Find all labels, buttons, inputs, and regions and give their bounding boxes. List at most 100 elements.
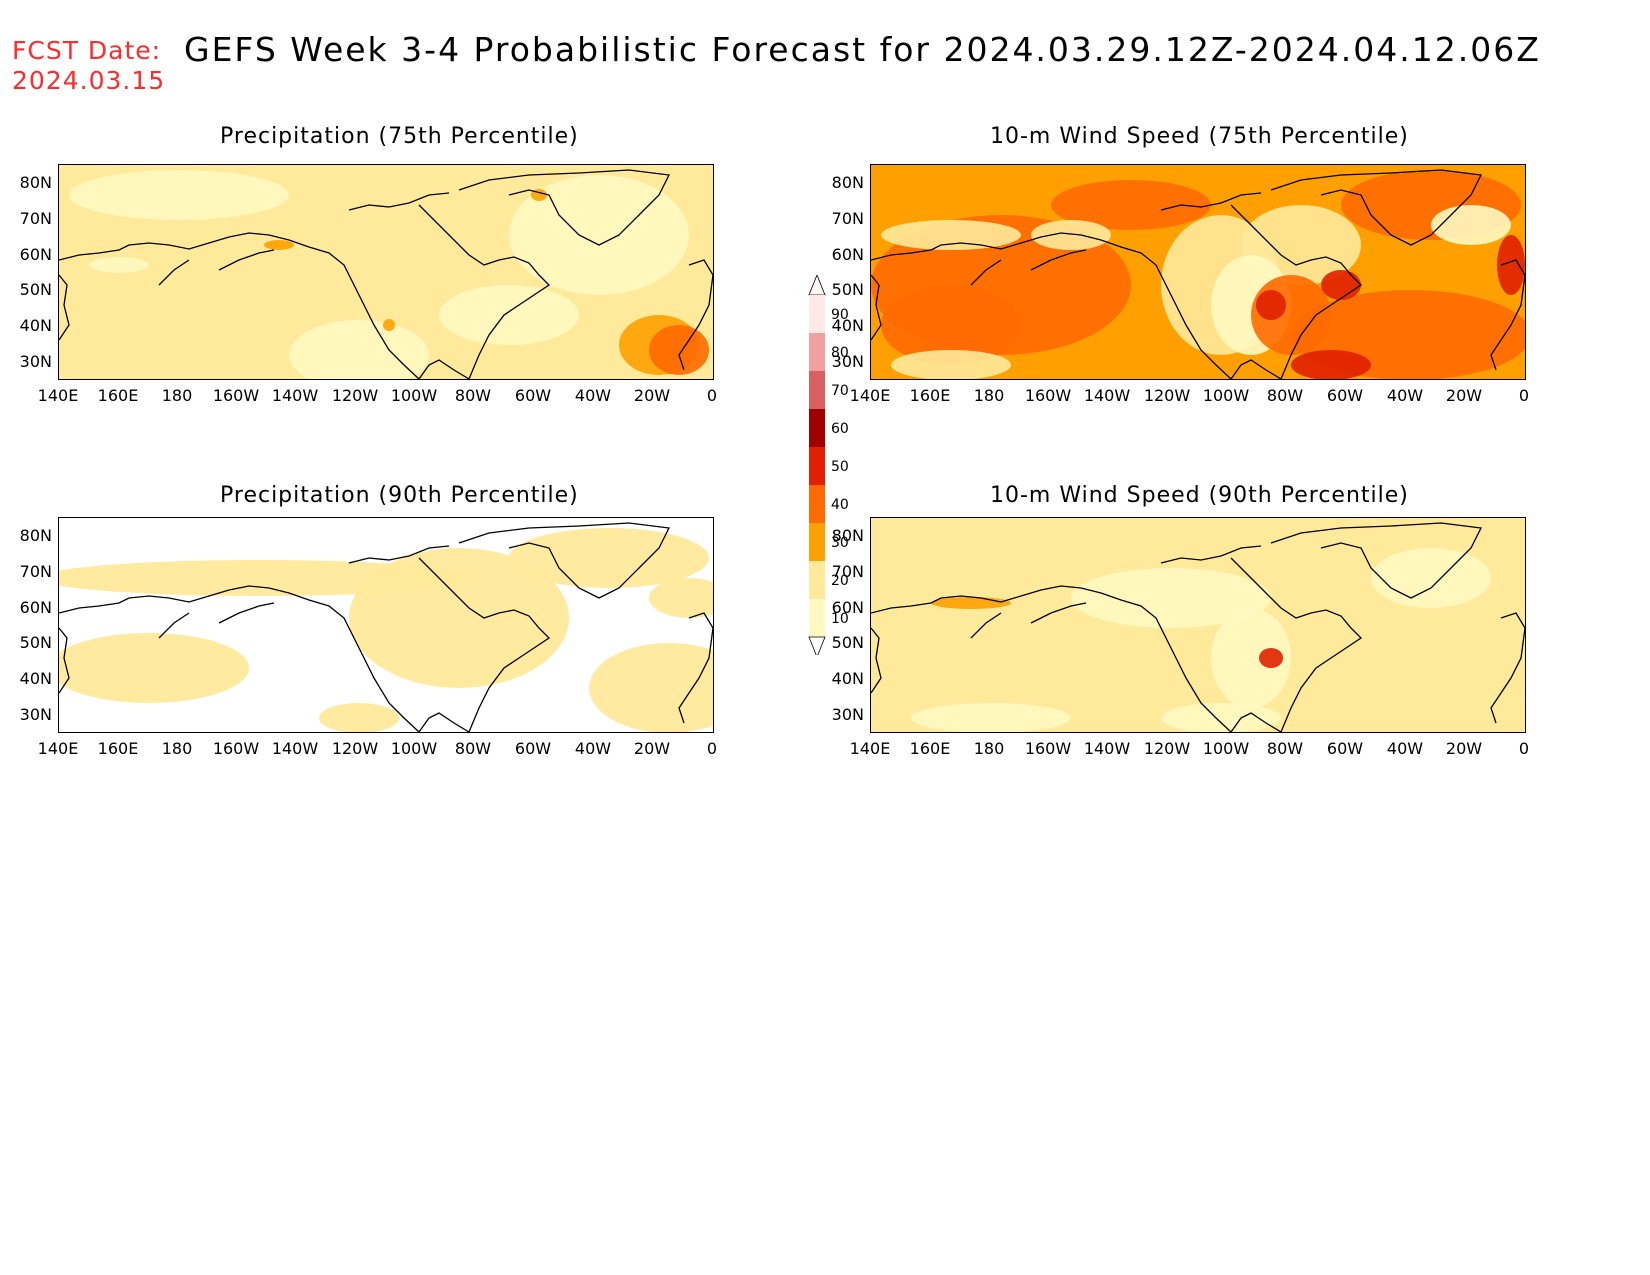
lon-tick-label: 20W: [633, 739, 671, 758]
lon-tick-label: 20W: [633, 386, 671, 405]
lat-tick-label: 30N: [831, 705, 864, 724]
panel-title: Precipitation (90th Percentile): [220, 483, 579, 508]
probability-contour: [69, 170, 289, 220]
colorbar-label: 10: [831, 611, 849, 627]
probability-contour: [349, 548, 569, 688]
lon-tick-label: 0: [1518, 739, 1530, 758]
probability-contour: [1161, 703, 1281, 732]
lon-tick-label: 140W: [1083, 386, 1131, 405]
map-wind-75: [870, 164, 1526, 380]
lon-tick-label: 80W: [454, 739, 492, 758]
coastline: [59, 232, 420, 379]
lat-tick-label: 40N: [19, 669, 52, 689]
coastline: [678, 612, 713, 724]
colorbar-swatch: [809, 523, 825, 561]
lon-tick-label: 20W: [1445, 739, 1483, 758]
coastline: [970, 612, 1002, 639]
probability-contour: [1071, 568, 1271, 628]
lon-tick-label: 120W: [331, 739, 379, 758]
colorbar-swatch: [809, 599, 825, 637]
coastline: [1270, 522, 1482, 599]
colorbar-legend: 90 80 70 60 50 40 30 20 10: [805, 273, 865, 659]
lon-tick-label: 60W: [1326, 739, 1364, 758]
lon-tick-label: 20W: [1445, 386, 1483, 405]
lon-tick-label: 100W: [390, 386, 438, 405]
lat-tick-label: 60N: [831, 244, 864, 264]
lat-tick-label: 70N: [19, 561, 52, 581]
coastline: [1270, 169, 1482, 246]
lon-tick-label: 60W: [514, 739, 552, 758]
lon-tick-label: 120W: [1143, 739, 1191, 758]
probability-contour: [1031, 220, 1111, 250]
lon-tick-label: 40W: [1386, 386, 1424, 405]
coastline: [871, 627, 882, 694]
colorbar-swatch: [809, 371, 825, 409]
colorbar-label: 90: [831, 307, 849, 323]
colorbar-swatch: [809, 485, 825, 523]
lat-tick-label: 70N: [831, 208, 864, 228]
probability-contour: [881, 285, 1021, 365]
lon-tick-label: 120W: [1143, 386, 1191, 405]
map-wind-90: [870, 517, 1526, 733]
colorbar-swatch: [809, 561, 825, 599]
probability-contour: [1051, 180, 1211, 230]
coastline: [158, 612, 190, 639]
coastline: [59, 627, 70, 694]
probability-contour: [1371, 548, 1491, 608]
probability-contour: [881, 220, 1021, 250]
coastline: [1490, 612, 1525, 724]
coastline: [1230, 557, 1363, 732]
lon-tick-label: 0: [1518, 386, 1530, 405]
map-precip-90: [58, 517, 714, 733]
colorbar-label: 70: [831, 383, 849, 399]
lat-tick-label: 50N: [831, 280, 864, 300]
map-canvas: [871, 165, 1525, 379]
colorbar-label: 30: [831, 535, 849, 551]
colorbar-swatch: [809, 295, 825, 333]
lon-tick-label: 160E: [97, 386, 139, 405]
coastline: [348, 545, 450, 564]
colorbar-swatch: [809, 409, 825, 447]
lat-tick-label: 60N: [19, 244, 52, 264]
coastline: [1030, 602, 1087, 624]
colorbar-label: 40: [831, 497, 849, 513]
lon-tick-label: 140E: [849, 386, 891, 405]
coastline: [418, 204, 551, 379]
lon-tick-label: 40W: [1386, 739, 1424, 758]
lon-tick-label: 100W: [1202, 739, 1250, 758]
lon-tick-label: 180: [161, 739, 193, 758]
lat-tick-label: 40N: [831, 669, 864, 689]
coastline: [348, 192, 450, 211]
coastline: [871, 232, 1232, 379]
forecast-date-block: FCST Date: 2024.03.15: [12, 36, 165, 96]
lat-tick-label: 80N: [19, 173, 52, 192]
lon-tick-label: 60W: [1326, 386, 1364, 405]
probability-contour: [1291, 350, 1371, 379]
lat-tick-label: 80N: [831, 173, 864, 192]
lat-tick-label: 40N: [831, 316, 864, 336]
panel-title: Precipitation (75th Percentile): [220, 124, 579, 149]
probability-contour: [1431, 205, 1511, 245]
probability-contour: [1259, 648, 1283, 668]
colorbar-swatch: [809, 447, 825, 485]
map-canvas: [871, 518, 1525, 732]
lon-tick-label: 100W: [1202, 386, 1250, 405]
lat-tick-label: 70N: [831, 561, 864, 581]
lat-tick-label: 80N: [831, 526, 864, 545]
probability-contour: [439, 285, 579, 345]
lon-tick-label: 160E: [97, 739, 139, 758]
lat-tick-label: 70N: [19, 208, 52, 228]
probability-contour: [1211, 608, 1291, 708]
colorbar-label: 50: [831, 459, 849, 475]
lon-tick-label: 160E: [909, 739, 951, 758]
lat-tick-label: 40N: [19, 316, 52, 336]
fcst-date-label: FCST Date:: [12, 36, 162, 65]
probability-contour: [649, 578, 713, 618]
fcst-date-value: 2024.03.15: [12, 66, 166, 95]
coastline: [218, 602, 275, 624]
lon-tick-label: 80W: [454, 386, 492, 405]
lon-tick-label: 100W: [390, 739, 438, 758]
lon-tick-label: 140E: [37, 739, 79, 758]
lon-tick-label: 160W: [212, 739, 260, 758]
probability-contour: [911, 703, 1071, 732]
